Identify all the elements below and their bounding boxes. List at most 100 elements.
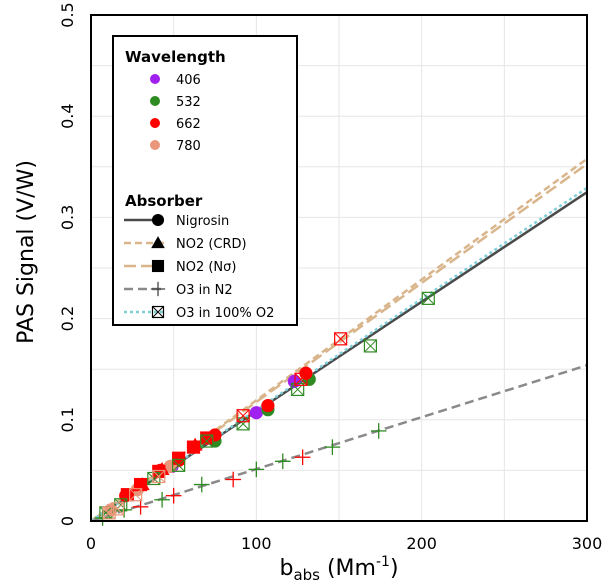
marker-box: [363, 339, 378, 353]
legend-wavelength-item: 406: [150, 73, 201, 88]
x-axis-label: babs (Mm-1): [279, 554, 398, 581]
legend-box: [112, 35, 298, 326]
data-point: [152, 464, 166, 479]
marker-square: [120, 488, 134, 502]
data-point: [334, 332, 348, 346]
data-point: [172, 451, 186, 465]
x-tick-labels: 0 100 200 300: [86, 534, 602, 553]
x-tick-label: 300: [572, 534, 603, 553]
legend-swatch: [150, 118, 160, 128]
data-point: [249, 406, 263, 420]
data-point: [287, 374, 301, 388]
y-tick-label: 0.2: [58, 306, 77, 331]
x-axis-label-unit-open: (Mm: [320, 556, 376, 581]
marker-triangle: [151, 236, 165, 249]
legend-label: Nigrosin: [176, 214, 229, 229]
marker-x-b: [99, 506, 113, 520]
marker-x-b: [152, 306, 164, 318]
legend-absorber-title: Absorber: [125, 192, 203, 210]
x-axis-label-unit-close: ): [390, 556, 399, 581]
marker-box: [294, 372, 308, 386]
y-tick-label: 0.5: [58, 2, 77, 27]
data-point: [193, 476, 210, 493]
marker-circle: [287, 374, 301, 388]
legend-wavelength-item: 662: [150, 117, 201, 132]
legend-wavelength-item: 780: [150, 139, 201, 154]
data-point: [261, 399, 275, 413]
x-tick-label: 0: [86, 534, 96, 553]
marker-box: [172, 458, 186, 472]
y-tick-label: 0: [58, 516, 77, 526]
marker-x-b: [111, 502, 124, 516]
marker-box: [114, 498, 128, 512]
legend-wavelength-entries: 406 532 662 780: [150, 73, 201, 154]
marker-box: [421, 291, 435, 305]
data-point: [154, 491, 170, 508]
data-point: [291, 382, 305, 397]
marker-square: [134, 477, 148, 492]
marker-x-b: [334, 332, 348, 346]
marker-box: [236, 417, 250, 431]
y-axis-label: PAS Signal (V/W): [14, 160, 39, 344]
marker-square: [186, 440, 201, 454]
x-tick-label: 200: [406, 534, 437, 553]
legend-marker: [150, 281, 166, 297]
legend-label: NO2 (Nσ): [176, 260, 236, 275]
y-tick-label: 0.1: [58, 407, 77, 432]
data-point: [102, 506, 116, 520]
data-point: [200, 431, 214, 445]
data-point: [274, 453, 291, 470]
marker-box: [147, 471, 161, 486]
legend-absorber-item: O3 in 100% O2: [124, 305, 274, 321]
marker-box: [102, 506, 116, 520]
data-point: [236, 409, 250, 423]
data-point: [132, 499, 149, 515]
legend-absorber-item: NO2 (Nσ): [124, 259, 236, 275]
marker-x-b: [172, 458, 185, 472]
marker-box: [151, 305, 165, 319]
marker-box: [110, 502, 125, 516]
x-axis-label-sup: -1: [376, 554, 390, 570]
marker-x-b: [200, 434, 214, 448]
marker-square: [151, 259, 165, 273]
legend-label: O3 in N2: [176, 283, 233, 298]
data-point: [294, 449, 311, 466]
data-point: [110, 502, 125, 516]
data-point: [186, 440, 201, 454]
data-point: [172, 458, 186, 472]
legend-label: NO2 (CRD): [176, 237, 247, 252]
y-tick-label: 0.3: [58, 205, 77, 230]
data-point: [94, 510, 111, 526]
marker-square: [200, 431, 214, 445]
y-tick-label: 0.4: [58, 103, 77, 128]
legend-label: 532: [176, 95, 201, 110]
data-point: [120, 488, 134, 502]
legend-swatch: [150, 96, 160, 106]
data-point: [324, 439, 341, 455]
marker-x-b: [236, 409, 250, 423]
data-point: [248, 461, 265, 478]
legend-absorber-item: O3 in N2: [124, 281, 233, 298]
plot-frame: [90, 14, 588, 522]
legend-absorber-item: Nigrosin: [124, 213, 229, 229]
legend-marker: [151, 305, 165, 319]
marker-x-b: [102, 506, 116, 520]
x-axis-label-sub: abs: [293, 566, 320, 581]
x-axis-label-main: b: [279, 556, 293, 581]
marker-square: [152, 464, 166, 479]
x-tick-label: 100: [241, 534, 272, 553]
marker-box: [152, 469, 166, 484]
data-points: [94, 291, 435, 526]
legend-marker: [151, 259, 165, 273]
marker-circle: [151, 213, 165, 227]
data-point: [363, 339, 378, 353]
data-point: [370, 423, 387, 439]
legend-wavelength-title: Wavelength: [125, 48, 226, 66]
marker-box: [291, 382, 305, 397]
marker-box: [334, 332, 348, 346]
marker-x-b: [294, 372, 308, 386]
legend-label: 406: [176, 73, 201, 88]
legend: Wavelength 406 532 662 780 Absorber Nigrosi…: [112, 35, 298, 326]
y-tick-labels: 0 0.1 0.2 0.3 0.4 0.5: [58, 2, 77, 526]
marker-box: [129, 488, 143, 502]
